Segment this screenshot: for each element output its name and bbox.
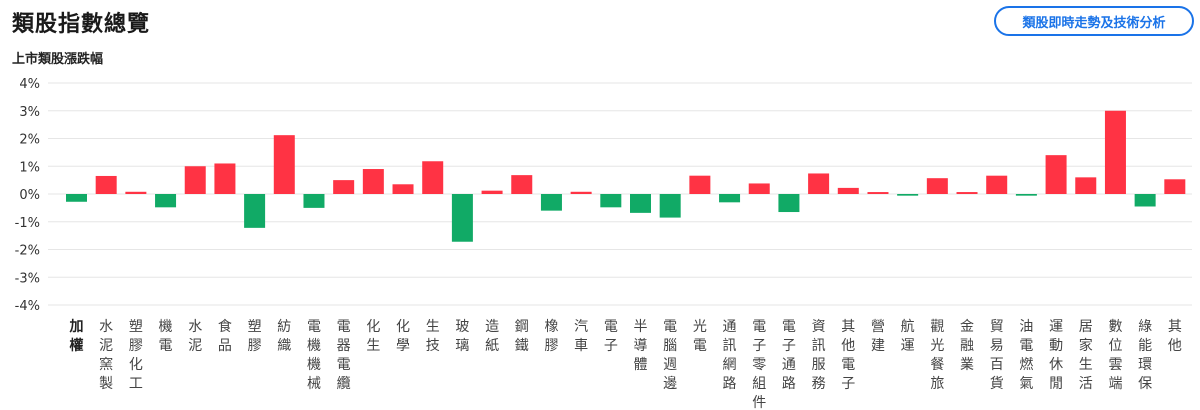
category-label: 電器電纜	[337, 319, 351, 392]
bar-電子零組件[interactable]	[748, 183, 770, 194]
bar-水泥[interactable]	[184, 166, 206, 194]
category-label: 金融業	[960, 319, 974, 373]
bar-紡織[interactable]	[273, 135, 295, 194]
category-label: 居家生活	[1079, 319, 1093, 392]
bar-貿易百貨[interactable]	[986, 175, 1008, 194]
bar-加權[interactable]	[66, 194, 87, 202]
category-label: 電腦週邊	[663, 319, 677, 392]
category-label: 塑膠化工	[129, 319, 143, 392]
bar-橡膠[interactable]	[540, 194, 562, 211]
bar-數位雲端[interactable]	[1104, 110, 1126, 194]
y-tick-label: 1%	[19, 160, 40, 175]
category-label: 電子零組件	[752, 319, 766, 410]
category-label: 造紙	[485, 319, 499, 354]
category-label: 機電	[159, 319, 173, 354]
y-tick-label: 0%	[19, 188, 40, 203]
category-label: 加權	[69, 319, 84, 354]
bar-金融業[interactable]	[956, 192, 978, 194]
y-tick-label: -1%	[15, 216, 40, 231]
category-label: 航運	[901, 319, 915, 354]
category-label: 食品	[218, 318, 232, 354]
bar-營建[interactable]	[867, 192, 889, 194]
category-label: 綠能環保	[1138, 319, 1152, 392]
category-label: 水泥	[188, 319, 202, 354]
bar-綠能環保[interactable]	[1134, 194, 1156, 207]
y-tick-label: 3%	[19, 105, 40, 120]
category-label: 其他	[1168, 319, 1182, 354]
category-label: 化生	[366, 319, 380, 354]
y-tick-label: 4%	[19, 77, 40, 92]
bar-光電[interactable]	[689, 175, 711, 194]
category-label: 其他電子	[841, 319, 855, 392]
bar-電腦週邊[interactable]	[659, 194, 681, 218]
category-label: 電子通路	[782, 319, 796, 392]
category-label: 電機機械	[307, 319, 321, 392]
category-label: 水泥窯製	[99, 319, 113, 392]
y-tick-label: -3%	[15, 271, 40, 286]
category-label: 生技	[426, 319, 440, 354]
bar-電器電纜[interactable]	[333, 180, 355, 194]
bar-生技[interactable]	[422, 161, 444, 194]
bar-機電[interactable]	[155, 194, 177, 208]
bar-鋼鐵[interactable]	[511, 175, 533, 194]
category-label: 紡織	[277, 319, 291, 354]
bar-航運[interactable]	[897, 194, 919, 196]
y-tick-label: -4%	[15, 299, 40, 314]
bar-電子通路[interactable]	[778, 194, 800, 213]
sector-realtime-analysis-button[interactable]: 類股即時走勢及技術分析	[994, 6, 1194, 36]
category-label: 貿易百貨	[990, 319, 1004, 392]
bar-通訊網路[interactable]	[719, 194, 741, 203]
category-label: 橡膠	[544, 319, 558, 354]
bar-化生[interactable]	[362, 169, 384, 194]
bar-半導體[interactable]	[630, 194, 651, 213]
bar-居家生活[interactable]	[1075, 177, 1097, 194]
page-title: 類股指數總覽	[12, 12, 151, 37]
bar-電機機械[interactable]	[303, 194, 325, 208]
bar-水泥窯製[interactable]	[95, 175, 117, 194]
category-label: 油電燃氣	[1019, 319, 1033, 392]
bar-油電燃氣[interactable]	[1015, 194, 1037, 196]
category-label: 通訊網路	[723, 319, 737, 392]
category-label: 化學	[396, 319, 410, 354]
bar-食品[interactable]	[214, 163, 236, 194]
y-tick-label: -2%	[15, 244, 40, 259]
category-label: 觀光餐旅	[930, 319, 944, 392]
category-label: 營建	[871, 319, 885, 354]
category-label: 電子	[604, 319, 618, 354]
category-label: 資訊服務	[812, 319, 826, 392]
category-label: 數位雲端	[1108, 319, 1122, 392]
category-label: 玻璃	[455, 319, 469, 354]
bar-造紙[interactable]	[481, 190, 503, 194]
bar-塑膠[interactable]	[244, 194, 266, 228]
bar-觀光餐旅[interactable]	[926, 178, 948, 194]
category-label: 汽車	[574, 319, 588, 354]
category-label: 運動休閒	[1049, 319, 1063, 392]
bar-其他[interactable]	[1164, 179, 1186, 194]
category-label: 光電	[693, 319, 707, 354]
bar-玻璃[interactable]	[451, 194, 473, 242]
chart-title: 上市類股漲跌幅	[12, 52, 104, 67]
category-label: 半導體	[634, 319, 648, 373]
bar-化學[interactable]	[392, 184, 414, 194]
bar-資訊服務[interactable]	[808, 173, 830, 194]
bar-運動休閒[interactable]	[1045, 155, 1067, 194]
category-label: 鋼鐵	[515, 319, 529, 354]
y-tick-label: 2%	[19, 133, 40, 148]
bar-電子[interactable]	[600, 194, 622, 208]
bar-其他電子[interactable]	[837, 187, 859, 194]
bar-塑膠化工[interactable]	[125, 191, 147, 194]
category-label: 塑膠	[248, 319, 262, 354]
bar-汽車[interactable]	[570, 191, 592, 194]
